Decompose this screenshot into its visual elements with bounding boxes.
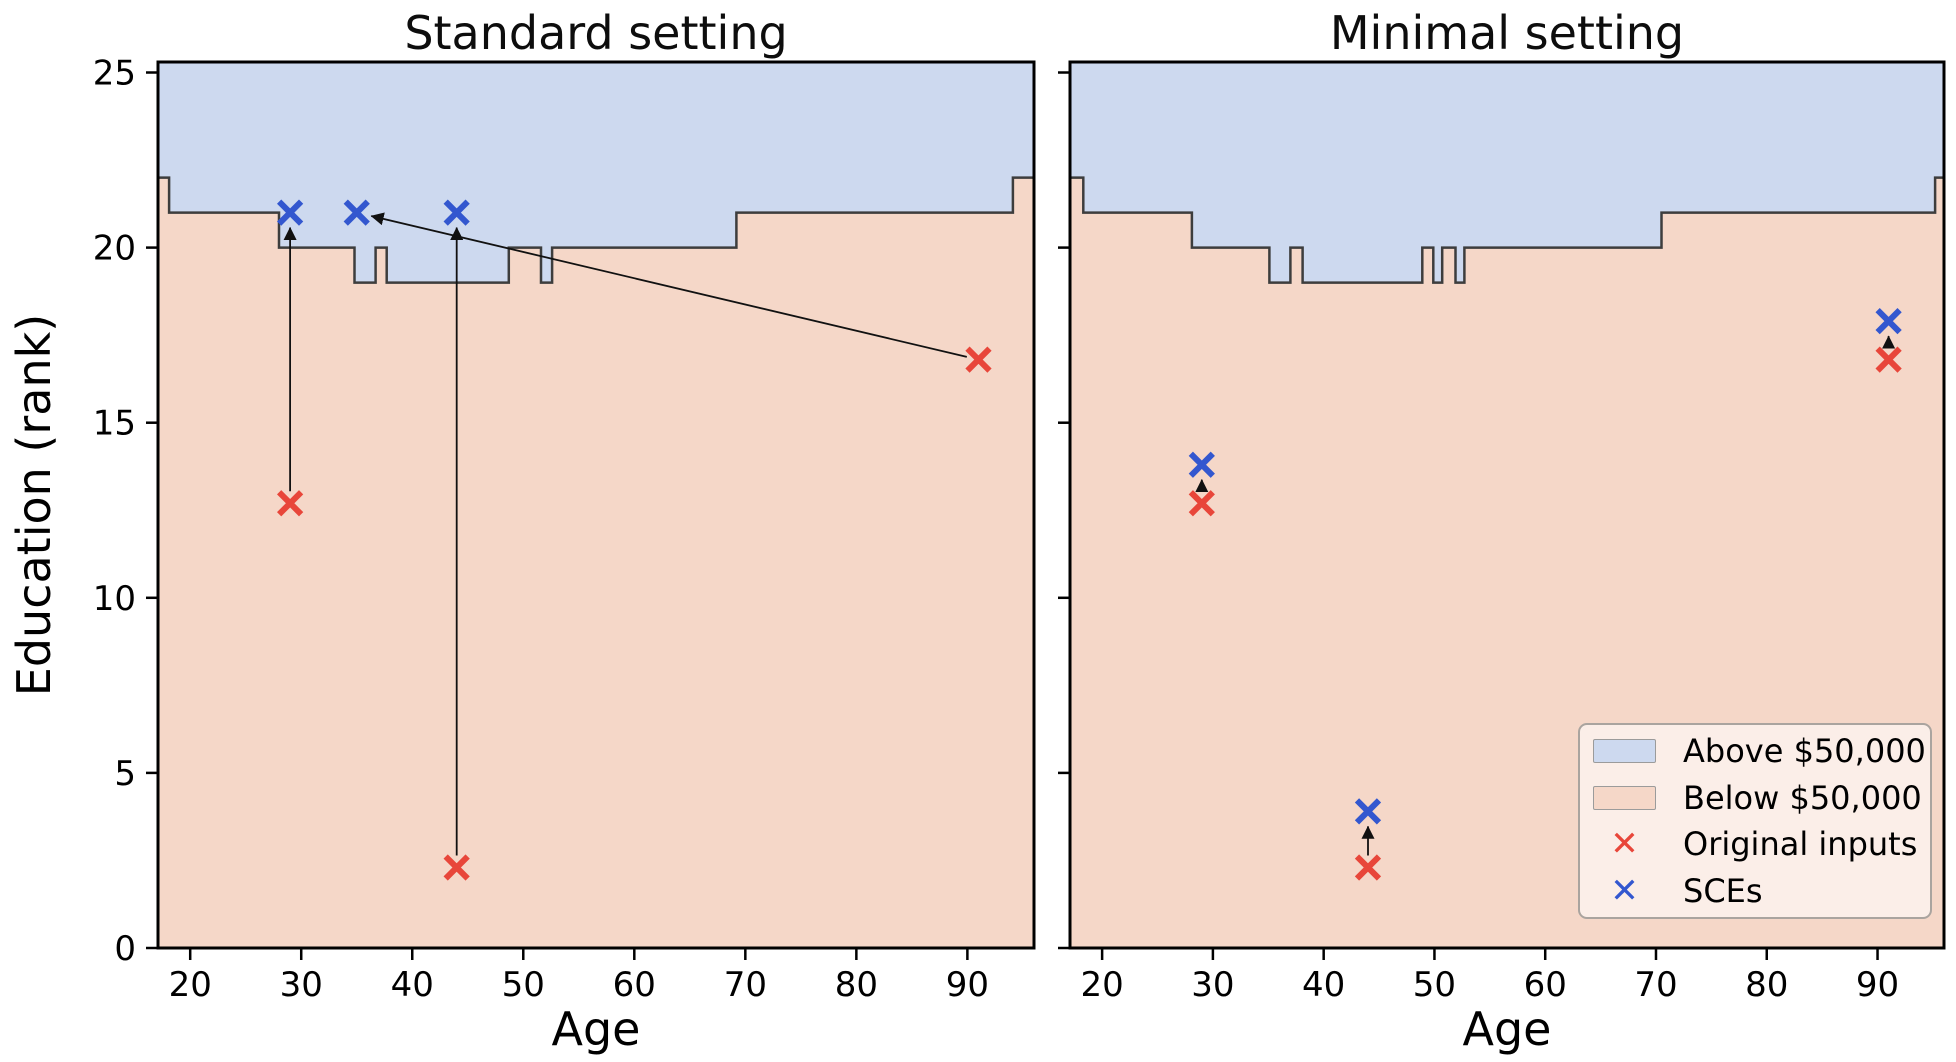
- sce-arrow: [370, 212, 968, 358]
- x-marker-original-input: [443, 854, 470, 881]
- legend-label: Below $50,000: [1683, 778, 1922, 817]
- legend-label: Above $50,000: [1683, 732, 1926, 771]
- x-tick-label: 20: [169, 965, 212, 1005]
- x-tick-label: 60: [1524, 965, 1567, 1005]
- x-tick-label: 70: [1634, 965, 1677, 1005]
- x-marker-sce: [343, 199, 370, 226]
- y-tick-label: 15: [93, 404, 136, 444]
- x-marker-original-input: [965, 346, 992, 373]
- plot-spines: [1068, 60, 1946, 950]
- x-tick-label: 80: [1745, 965, 1788, 1005]
- original-inputs-marker-icon: ✕: [1610, 824, 1639, 865]
- decision-boundary: [158, 176, 1034, 284]
- x-marker-original-input: [1354, 854, 1382, 881]
- x-tick-label: 90: [1856, 965, 1899, 1005]
- decision-boundary: [1070, 176, 1944, 284]
- x-marker-sce: [1354, 798, 1382, 825]
- legend-row-sces: ✕ SCEs: [1593, 869, 1924, 913]
- x-marker-original-input: [1188, 490, 1215, 517]
- legend-label: SCEs: [1683, 871, 1763, 910]
- sces-marker-icon: ✕: [1610, 870, 1639, 911]
- y-tick-label: 0: [114, 929, 136, 969]
- legend-row-original: ✕ Original inputs: [1593, 822, 1924, 866]
- x-marker-sce: [443, 199, 470, 226]
- x-marker-sce: [1188, 451, 1215, 478]
- x-marker-sce: [277, 199, 304, 226]
- legend-label: Original inputs: [1683, 825, 1918, 864]
- x-tick-label: 30: [280, 965, 323, 1005]
- x-marker-original-input: [277, 490, 304, 517]
- below-50k-swatch: [1593, 785, 1656, 810]
- y-tick-label: 25: [93, 54, 136, 94]
- y-axis-label: Education (rank): [7, 313, 61, 697]
- panel-standard: 20 30 40 50 60 70 80 90 0 5 10 15 20 25: [93, 54, 1036, 1005]
- x-tick-label: 40: [1302, 965, 1345, 1005]
- y-tick-label: 5: [114, 754, 136, 794]
- plot-spines: [156, 60, 1036, 950]
- x-tick-label: 30: [1191, 965, 1234, 1005]
- panel-title-minimal: Minimal setting: [1329, 6, 1685, 60]
- x-tick-label: 80: [835, 965, 878, 1005]
- x-marker-sce: [1875, 308, 1902, 335]
- above-50k-swatch: [1593, 739, 1656, 764]
- x-tick-label: 50: [502, 965, 545, 1005]
- x-tick-label: 40: [391, 965, 434, 1005]
- x-tick-label: 50: [1413, 965, 1456, 1005]
- x-axis-label-minimal: Age: [1462, 1002, 1552, 1056]
- x-tick-label: 20: [1080, 965, 1123, 1005]
- y-tick-label: 20: [93, 229, 136, 269]
- x-marker-original-input: [1875, 346, 1902, 373]
- x-axis-label-standard: Age: [551, 1002, 641, 1056]
- legend-row-above: Above $50,000: [1593, 729, 1926, 773]
- legend: Above $50,000 Below $50,000 ✕ Original i…: [1578, 723, 1932, 919]
- x-tick-label: 70: [724, 965, 767, 1005]
- legend-row-below: Below $50,000: [1593, 776, 1924, 820]
- region-below-50k: [158, 177, 1034, 949]
- x-tick-label: 90: [946, 965, 989, 1005]
- panel-title-standard: Standard setting: [404, 6, 788, 60]
- y-tick-label: 10: [93, 579, 136, 619]
- x-tick-label: 60: [613, 965, 656, 1005]
